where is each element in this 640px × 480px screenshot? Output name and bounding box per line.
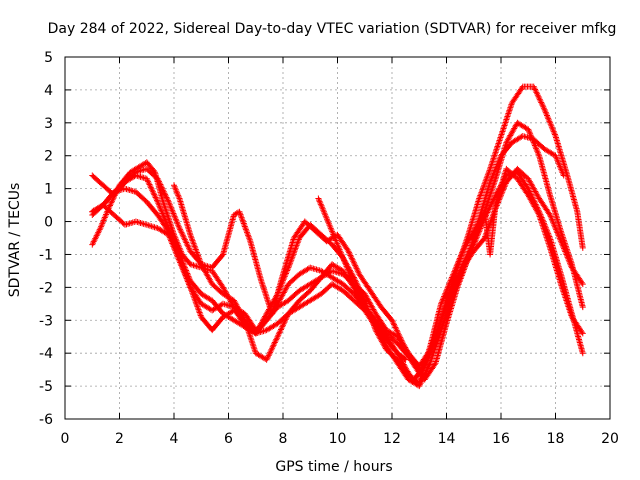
data-point-markers xyxy=(171,169,586,390)
series-trace-2 xyxy=(89,133,567,383)
data-point-markers xyxy=(315,195,409,363)
y-tick-label: -3 xyxy=(39,313,53,329)
x-tick-label: 8 xyxy=(279,431,288,447)
x-tick-label: 6 xyxy=(224,431,233,447)
x-tick-label: 10 xyxy=(329,431,347,447)
y-tick-label: -2 xyxy=(39,280,53,296)
x-tick-label: 0 xyxy=(61,431,70,447)
x-tick-label: 20 xyxy=(601,431,619,447)
y-tick-label: 5 xyxy=(44,50,53,66)
series-trace-7 xyxy=(315,195,409,363)
x-tick-label: 12 xyxy=(383,431,401,447)
chart-title: Day 284 of 2022, Sidereal Day-to-day VTE… xyxy=(48,21,617,37)
x-tick-label: 14 xyxy=(438,431,456,447)
y-tick-label: 0 xyxy=(44,215,53,231)
x-axis-label: GPS time / hours xyxy=(275,459,392,475)
x-tick-label: 18 xyxy=(547,431,565,447)
y-tick-label: 2 xyxy=(44,149,53,165)
y-axis-label: SDTVAR / TECUs xyxy=(7,183,23,298)
y-tick-label: -4 xyxy=(39,346,53,362)
x-tick-label: 4 xyxy=(170,431,179,447)
y-tick-label: 1 xyxy=(44,182,53,198)
y-tick-label: -5 xyxy=(39,379,53,395)
x-tick-label: 2 xyxy=(115,431,124,447)
data-point-markers xyxy=(89,133,567,383)
y-tick-label: -1 xyxy=(39,247,53,263)
y-tick-label: -6 xyxy=(39,412,53,428)
y-tick-label: 3 xyxy=(44,116,53,132)
x-tick-label: 16 xyxy=(492,431,510,447)
y-tick-label: 4 xyxy=(44,83,53,99)
series-trace-6 xyxy=(171,169,586,390)
data-points xyxy=(89,83,586,390)
